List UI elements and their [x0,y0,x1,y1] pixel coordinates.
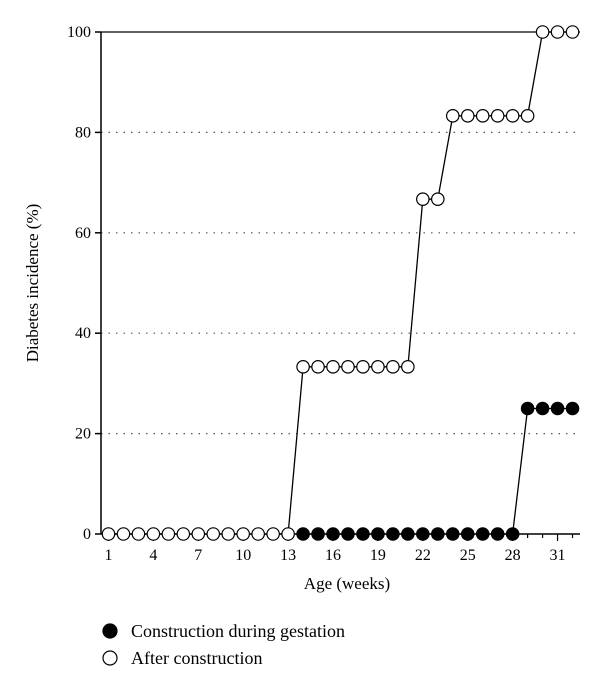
marker-after-7 [191,527,206,541]
marker-after-3 [131,527,146,541]
marker-after-30 [535,25,550,39]
x-tick-label-28: 28 [505,547,521,564]
marker-gestation-17 [341,527,355,541]
y-tick-label-40: 40 [75,325,91,342]
marker-gestation-29 [520,401,535,416]
y-tick-label-0: 0 [83,526,91,543]
marker-after-4 [146,527,161,541]
marker-after-12 [266,527,280,541]
marker-gestation-27 [490,527,505,541]
marker-gestation-23 [430,527,445,541]
x-tick-label-22: 22 [415,547,431,564]
x-tick-label-10: 10 [235,547,251,564]
marker-gestation-16 [326,527,340,541]
marker-gestation-24 [445,527,460,541]
y-tick-label-60: 60 [75,225,91,242]
marker-gestation-20 [386,527,400,541]
marker-after-10 [236,527,251,541]
series-lines [108,31,573,535]
marker-gestation-19 [371,527,385,541]
marker-after-18 [356,360,370,374]
marker-after-14 [296,360,310,374]
x-tick-label-16: 16 [325,547,341,564]
x-tick-label-13: 13 [280,547,296,564]
marker-after-1 [101,527,116,541]
marker-after-11 [251,527,265,541]
legend-marker-gestation [102,623,118,639]
marker-after-9 [221,527,236,541]
x-tick-label-7: 7 [194,547,202,564]
x-tick-label-4: 4 [149,547,157,564]
marker-gestation-26 [475,527,490,541]
marker-after-25 [460,109,475,123]
marker-gestation-32 [565,401,580,416]
series-line-1 [108,31,573,535]
marker-gestation-31 [550,401,565,416]
marker-after-31 [550,25,565,39]
series-markers [101,25,580,541]
marker-gestation-21 [401,527,415,541]
x-tick-label-31: 31 [550,547,566,564]
legend-label-gestation: Construction during gestation [131,621,345,641]
marker-after-16 [326,360,340,374]
marker-after-6 [176,527,191,541]
marker-after-28 [505,109,520,123]
marker-after-8 [206,527,221,541]
x-axis-label: Age (weeks) [304,574,390,593]
x-tick-label-25: 25 [460,547,476,564]
marker-after-21 [401,360,415,374]
y-tick-label-80: 80 [75,124,91,141]
y-axis-label: Diabetes incidence (%) [23,204,42,363]
marker-gestation-15 [311,527,325,541]
y-tick-label-100: 100 [67,24,91,41]
x-tick-label-1: 1 [104,547,112,564]
marker-after-13 [281,527,295,541]
marker-after-20 [386,360,400,374]
axes [100,31,580,535]
marker-after-17 [341,360,355,374]
y-ticks: 0 20 40 60 80 100 [67,24,101,543]
legend: Construction during gestation After cons… [102,621,345,668]
marker-after-26 [475,109,490,123]
marker-after-29 [520,109,535,123]
marker-after-2 [116,527,131,541]
grid-lines [101,131,580,435]
marker-gestation-30 [535,401,550,416]
marker-after-27 [490,109,505,123]
marker-after-24 [445,109,460,123]
y-tick-label-20: 20 [75,426,91,443]
marker-gestation-14 [296,527,310,541]
marker-after-32 [565,25,580,39]
marker-gestation-22 [416,527,430,541]
marker-gestation-18 [356,527,370,541]
legend-marker-after [102,650,118,666]
series-line-0 [303,407,573,535]
marker-gestation-25 [460,527,475,541]
legend-label-after: After construction [131,648,262,668]
marker-gestation-28 [505,527,520,541]
x-tick-label-19: 19 [370,547,386,564]
marker-after-15 [311,360,325,374]
marker-after-22 [416,192,430,206]
marker-after-5 [161,527,176,541]
marker-after-23 [430,192,445,206]
marker-after-19 [371,360,385,374]
